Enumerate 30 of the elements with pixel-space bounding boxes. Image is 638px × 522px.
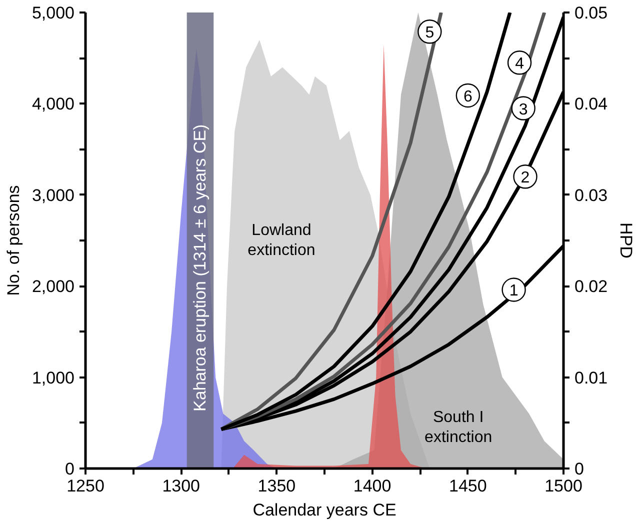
y-axis-title: No. of persons bbox=[4, 185, 23, 296]
x-tick-label: 1450 bbox=[448, 476, 487, 496]
annotation: 3 bbox=[518, 101, 528, 118]
x-tick-label: 1250 bbox=[66, 476, 104, 496]
annotation: 1 bbox=[509, 282, 518, 300]
y-tick-label: 5,000 bbox=[32, 4, 75, 22]
band-label: Kaharoa eruption (1314 ± 6 years CE) bbox=[190, 124, 210, 412]
y-tick-label: 3,000 bbox=[32, 186, 75, 205]
annotation: 2 bbox=[520, 170, 530, 187]
x-axis-title: Calendar years CE bbox=[252, 500, 396, 520]
y2-tick-label: 0 bbox=[574, 460, 584, 478]
y2-tick-label: 0.03 bbox=[574, 186, 608, 205]
y-tick-label: 1,000 bbox=[32, 368, 75, 388]
x-tick-label: 1500 bbox=[544, 476, 582, 496]
annotation: 4 bbox=[515, 56, 524, 73]
x-tick-label: 1350 bbox=[258, 476, 296, 496]
y2-axis-title: HPD bbox=[616, 222, 636, 258]
y2-tick-label: 0.05 bbox=[574, 4, 608, 22]
annotation: 6 bbox=[463, 88, 472, 106]
y2-tick-label: 0.04 bbox=[574, 94, 608, 114]
annotation: Lowland extinction bbox=[248, 222, 316, 260]
y-tick-label: 0 bbox=[65, 460, 75, 478]
y2-tick-label: 0.02 bbox=[574, 277, 608, 296]
y-tick-label: 4,000 bbox=[32, 94, 75, 114]
x-tick-label: 1300 bbox=[162, 476, 200, 496]
annotation: 5 bbox=[425, 24, 434, 42]
y-tick-label: 2,000 bbox=[32, 277, 75, 296]
x-tick-label: 1400 bbox=[353, 476, 392, 496]
y2-tick-label: 0.01 bbox=[574, 368, 608, 388]
annotation: South I extinction bbox=[424, 408, 492, 446]
